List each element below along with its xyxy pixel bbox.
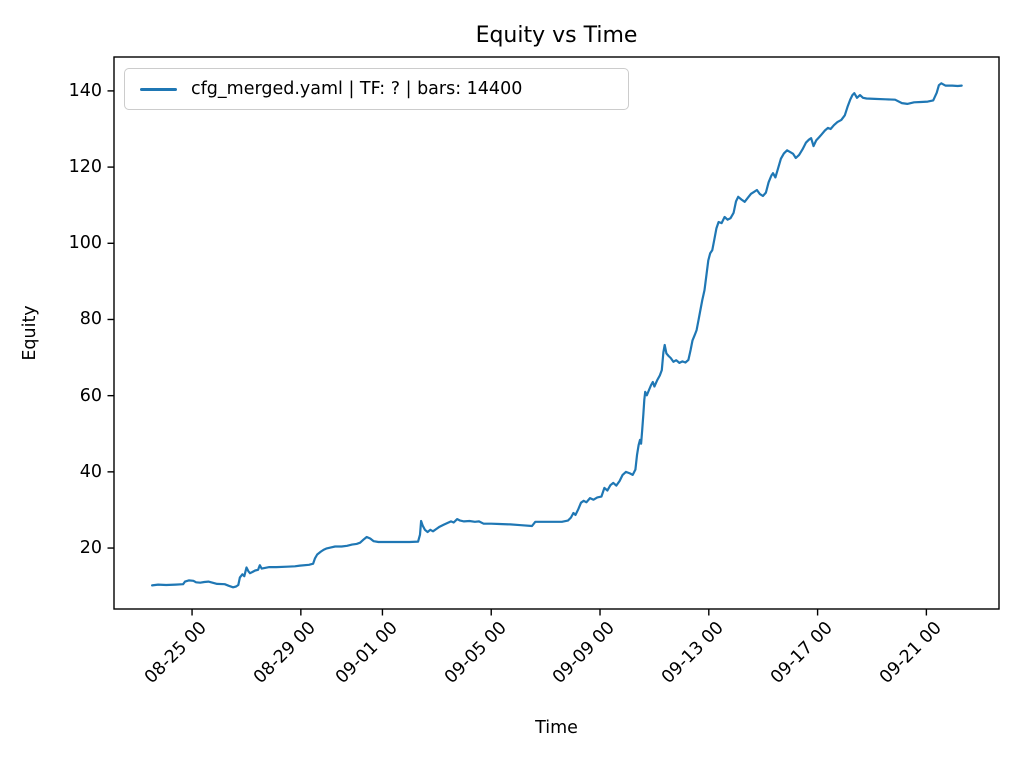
axis-ticks [107,90,928,616]
legend-entry-label: cfg_merged.yaml | TF: ? | bars: 14400 [191,79,523,99]
legend-box: cfg_merged.yaml | TF: ? | bars: 14400 [124,68,629,110]
y-tick-label: 80 [79,309,102,330]
y-tick-label: 40 [79,461,102,482]
y-tick-label: 20 [79,538,102,559]
equity-line-series [151,82,963,589]
y-tick-label: 120 [68,157,102,178]
axes-spines [113,56,1000,610]
x-axis-label: Time [535,718,578,738]
legend-line-swatch [140,87,177,91]
y-tick-label: 60 [79,385,102,406]
y-tick-label: 140 [68,80,102,101]
chart-title: Equity vs Time [475,23,638,48]
y-tick-label: 100 [68,233,102,254]
